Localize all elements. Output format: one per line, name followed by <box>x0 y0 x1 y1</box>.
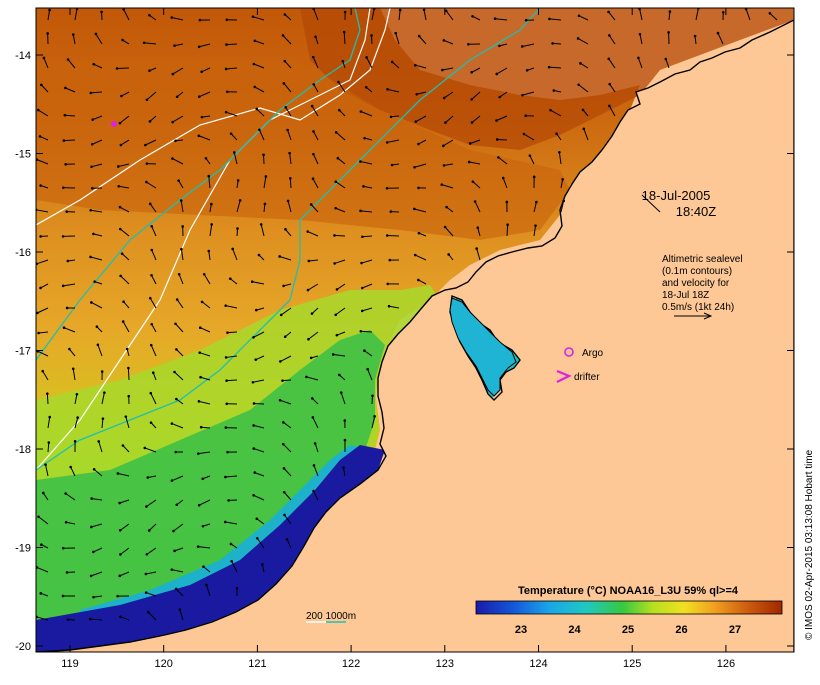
colorbar <box>476 601 782 614</box>
lat-tick-label: -14 <box>15 50 31 62</box>
legend-note: (0.1m contours) <box>662 266 732 277</box>
depth-legend-label: 200 1000m <box>306 611 356 622</box>
colorbar-tick-label: 27 <box>729 624 741 636</box>
lon-tick-label: 123 <box>436 658 454 670</box>
colorbar-tick-label: 26 <box>675 624 687 636</box>
legend-note: and velocity for <box>662 278 730 289</box>
lon-tick-label: 121 <box>248 658 266 670</box>
lon-tick-label: 125 <box>623 658 641 670</box>
legend-note: 0.5m/s (1kt 24h) <box>662 302 734 313</box>
lon-tick-label: 122 <box>342 658 360 670</box>
lon-tick-label: 126 <box>717 658 735 670</box>
colorbar-tick-label: 23 <box>515 624 527 636</box>
argo-label: Argo <box>582 348 604 359</box>
colorbar-tick-label: 25 <box>622 624 634 636</box>
map-date: 18-Jul-2005 <box>642 188 711 203</box>
lat-tick-label: -19 <box>15 543 31 555</box>
legend-note: Altimetric sealevel <box>662 254 743 265</box>
colorbar-title: Temperature (°C) NOAA16_L3U 59% ql>=4 <box>518 585 739 597</box>
map-time: 18:40Z <box>676 204 717 219</box>
lat-tick-label: -20 <box>15 641 31 653</box>
lon-tick-label: 120 <box>155 658 173 670</box>
argo-float-marker <box>111 121 117 127</box>
colorbar-tick-label: 24 <box>568 624 581 636</box>
lat-tick-label: -18 <box>15 444 31 456</box>
drifter-label: drifter <box>574 372 600 383</box>
lat-tick-label: -16 <box>15 247 31 259</box>
legend-note: 18-Jul 18Z <box>662 290 709 301</box>
lon-tick-label: 124 <box>529 658 547 670</box>
lon-tick-label: 119 <box>61 658 79 670</box>
lat-tick-label: -17 <box>15 346 31 358</box>
credit-text: © IMOS 02-Apr-2015 03:13:08 Hobart time <box>804 449 815 640</box>
lat-tick-label: -15 <box>15 149 31 161</box>
